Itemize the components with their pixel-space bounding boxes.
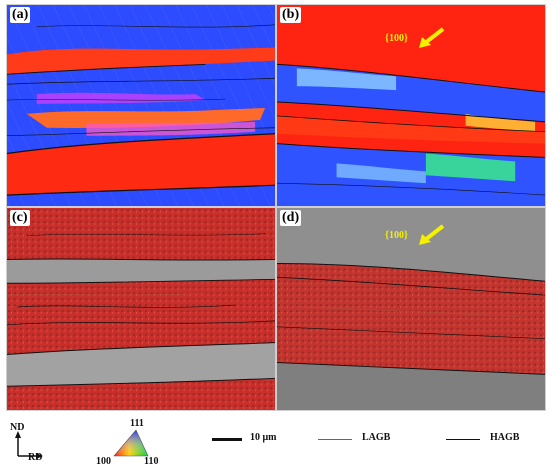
panel-c-boundary-map: (c) [6, 207, 276, 411]
ipf-map-b-image [277, 5, 545, 206]
hagb-line-swatch [446, 439, 480, 440]
scale-bar [212, 438, 242, 441]
panel-label: (d) [280, 210, 302, 226]
ipf-map-a-image [7, 5, 275, 206]
figure-legend: ND RD 111 100 110 10 μm LAGB HAGB [0, 418, 550, 472]
boundary-map-c-image [7, 208, 275, 410]
orientation-annotation: {100} [385, 230, 408, 241]
ipf-100-label: 100 [96, 456, 111, 467]
panel-d-boundary-map: (d) {100} [276, 207, 546, 411]
lagb-label: LAGB [362, 432, 391, 443]
axes-icon [15, 431, 43, 459]
ipf-111-label: 111 [130, 418, 144, 429]
boundary-map-d-image [277, 208, 545, 410]
rd-axis-label: RD [28, 452, 43, 463]
panel-b-ipf-map: (b) {100} [276, 4, 546, 207]
arrow-icon [419, 27, 445, 48]
ipf-110-label: 110 [144, 456, 159, 467]
panel-label: (a) [10, 7, 31, 23]
hagb-label: HAGB [490, 432, 520, 443]
nd-axis-label: ND [10, 422, 25, 433]
orientation-annotation: {100} [385, 33, 408, 44]
ipf-triangle-icon [113, 429, 149, 457]
panel-a-ipf-map: (a) [6, 4, 276, 207]
scale-bar-label: 10 μm [250, 432, 277, 443]
panel-label: (b) [280, 7, 302, 23]
arrow-icon [419, 224, 445, 245]
lagb-line-swatch [318, 439, 352, 440]
panel-label: (c) [10, 210, 30, 226]
